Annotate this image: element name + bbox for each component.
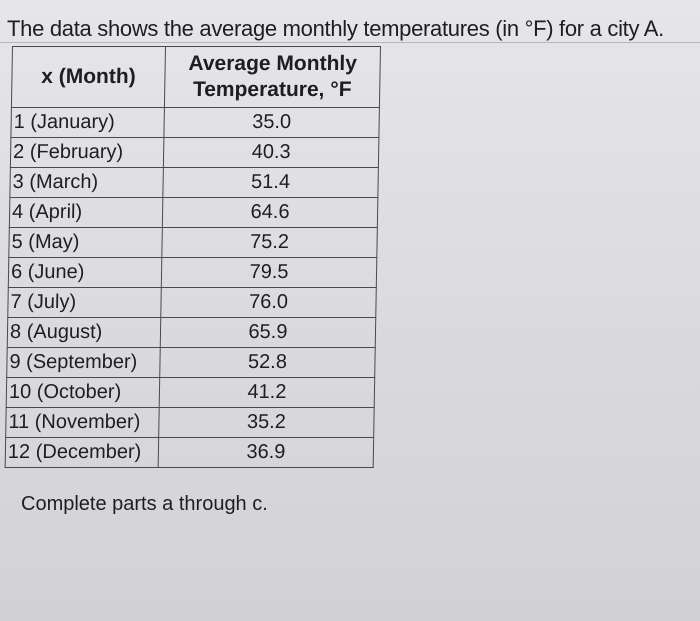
month-cell: 9 (September) bbox=[6, 347, 161, 378]
problem-statement: The data shows the average monthly tempe… bbox=[7, 16, 664, 41]
month-cell: 10 (October) bbox=[6, 377, 160, 408]
table-row: 10 (October) 41.2 bbox=[6, 377, 375, 408]
month-cell: 6 (June) bbox=[8, 257, 162, 288]
temperature-cell: 75.2 bbox=[161, 227, 378, 258]
temperature-table: x (Month) Average Monthly Temperature, °… bbox=[5, 46, 381, 468]
temperature-cell: 35.0 bbox=[163, 107, 380, 138]
temperature-cell: 79.5 bbox=[161, 257, 377, 288]
temperature-cell: 35.2 bbox=[158, 407, 375, 438]
table-row: 1 (January) 35.0 bbox=[10, 107, 380, 138]
table-row: 8 (August) 65.9 bbox=[7, 317, 376, 348]
table-row: 7 (July) 76.0 bbox=[7, 287, 377, 318]
temperature-cell: 76.0 bbox=[160, 287, 377, 318]
month-cell: 7 (July) bbox=[7, 287, 162, 318]
temperature-cell: 40.3 bbox=[163, 137, 379, 168]
table-row: 2 (February) 40.3 bbox=[10, 137, 379, 168]
temperature-cell: 52.8 bbox=[159, 347, 376, 378]
table-row: 6 (June) 79.5 bbox=[8, 257, 377, 288]
month-cell: 2 (February) bbox=[10, 137, 164, 168]
table-row: 9 (September) 52.8 bbox=[6, 347, 376, 378]
header-temperature: Average Monthly Temperature, °F bbox=[164, 46, 381, 108]
month-cell: 5 (May) bbox=[8, 227, 163, 258]
month-cell: 11 (November) bbox=[5, 407, 160, 438]
temperature-cell: 41.2 bbox=[159, 377, 375, 408]
table-row: 3 (March) 51.4 bbox=[9, 167, 379, 198]
month-cell: 3 (March) bbox=[9, 167, 164, 198]
temperature-cell: 36.9 bbox=[158, 437, 374, 468]
month-cell: 1 (January) bbox=[10, 107, 165, 138]
table-row: 12 (December) 36.9 bbox=[5, 437, 374, 468]
table-row: 5 (May) 75.2 bbox=[8, 227, 378, 258]
table-row: 4 (April) 64.6 bbox=[9, 197, 378, 228]
month-cell: 8 (August) bbox=[7, 317, 161, 348]
month-cell: 4 (April) bbox=[9, 197, 163, 228]
month-cell: 12 (December) bbox=[5, 437, 159, 468]
divider bbox=[0, 42, 700, 43]
temperature-cell: 65.9 bbox=[160, 317, 376, 348]
header-temperature-line2: Temperature, °F bbox=[192, 78, 352, 101]
instructions: Complete parts a through c. bbox=[21, 493, 268, 515]
temperature-cell: 64.6 bbox=[162, 197, 378, 228]
table-row: 11 (November) 35.2 bbox=[5, 407, 375, 438]
header-month: x (Month) bbox=[11, 46, 166, 108]
table-body: 1 (January) 35.0 2 (February) 40.3 3 (March)… bbox=[5, 107, 380, 468]
header-temperature-line1: Average Monthly bbox=[188, 52, 358, 75]
temperature-cell: 51.4 bbox=[162, 167, 379, 198]
table-header-row: x (Month) Average Monthly Temperature, °… bbox=[11, 46, 381, 108]
